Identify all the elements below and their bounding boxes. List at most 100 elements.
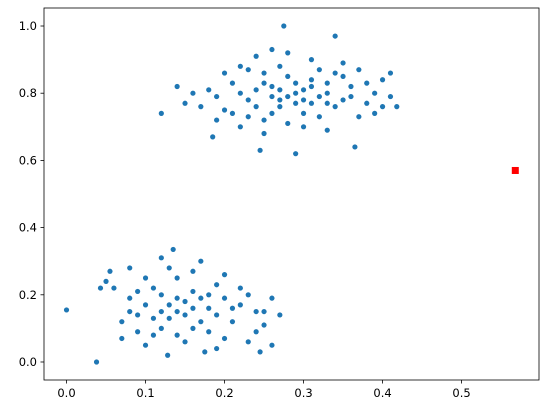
point bbox=[372, 110, 378, 116]
point bbox=[107, 268, 113, 274]
point bbox=[253, 329, 259, 335]
point bbox=[214, 345, 220, 352]
point bbox=[237, 90, 243, 96]
point bbox=[214, 93, 220, 100]
point bbox=[135, 312, 141, 318]
point bbox=[356, 67, 362, 73]
point bbox=[142, 302, 149, 308]
point bbox=[277, 104, 283, 110]
point bbox=[127, 295, 133, 301]
point bbox=[364, 80, 370, 86]
x-tick-label: 0.4 bbox=[373, 386, 391, 400]
point bbox=[285, 93, 291, 100]
point bbox=[237, 124, 243, 130]
point bbox=[158, 325, 164, 331]
point bbox=[135, 329, 141, 335]
point bbox=[229, 319, 236, 325]
point bbox=[316, 93, 322, 100]
point bbox=[394, 104, 400, 110]
point bbox=[111, 285, 117, 291]
point bbox=[277, 87, 283, 93]
point bbox=[269, 46, 275, 53]
point bbox=[174, 275, 180, 281]
point bbox=[182, 298, 188, 305]
point bbox=[379, 77, 386, 83]
point bbox=[97, 285, 104, 291]
point bbox=[174, 308, 180, 315]
point bbox=[269, 295, 275, 301]
point bbox=[253, 308, 259, 315]
point bbox=[332, 33, 338, 39]
point bbox=[300, 124, 307, 130]
point bbox=[142, 342, 149, 348]
x-tick-label: 0.1 bbox=[136, 386, 154, 400]
point bbox=[324, 90, 330, 96]
point bbox=[387, 93, 394, 100]
point bbox=[269, 110, 275, 116]
point bbox=[198, 104, 204, 110]
point bbox=[166, 315, 172, 321]
point bbox=[511, 166, 519, 174]
point bbox=[364, 100, 370, 106]
point bbox=[166, 302, 172, 308]
point bbox=[198, 319, 204, 325]
point bbox=[214, 282, 220, 288]
point bbox=[93, 359, 100, 365]
point bbox=[190, 268, 196, 274]
point bbox=[127, 308, 133, 315]
point bbox=[257, 349, 263, 355]
point bbox=[206, 292, 212, 298]
point bbox=[119, 335, 125, 342]
point bbox=[150, 285, 157, 291]
point bbox=[261, 117, 267, 123]
x-tick-label: 0.3 bbox=[294, 386, 312, 400]
point bbox=[324, 100, 330, 106]
y-tick-label: 0.2 bbox=[19, 288, 37, 302]
point bbox=[237, 285, 243, 291]
point bbox=[308, 77, 315, 83]
point bbox=[277, 312, 283, 318]
point bbox=[308, 57, 315, 63]
point bbox=[340, 60, 346, 66]
point bbox=[210, 134, 216, 140]
point bbox=[198, 258, 204, 264]
point bbox=[340, 73, 346, 80]
point bbox=[253, 87, 259, 93]
point bbox=[340, 97, 346, 103]
y-tick-label: 0.4 bbox=[19, 221, 37, 235]
point bbox=[158, 255, 164, 261]
y-tick-label: 0.6 bbox=[19, 153, 37, 167]
point bbox=[245, 114, 251, 120]
point bbox=[221, 335, 228, 342]
point bbox=[352, 144, 358, 150]
point bbox=[158, 292, 164, 298]
point bbox=[202, 349, 208, 355]
point bbox=[119, 319, 125, 325]
point bbox=[300, 97, 307, 103]
point bbox=[190, 90, 196, 96]
point bbox=[190, 305, 196, 311]
point bbox=[150, 315, 157, 321]
point bbox=[253, 104, 259, 110]
point bbox=[221, 107, 228, 113]
point bbox=[308, 100, 315, 106]
point bbox=[293, 80, 299, 86]
point bbox=[277, 63, 283, 69]
point bbox=[229, 305, 236, 311]
point bbox=[285, 120, 291, 127]
point bbox=[174, 83, 180, 90]
x-tick-label: 0.0 bbox=[57, 386, 75, 400]
point bbox=[300, 110, 307, 116]
y-tick-label: 1.0 bbox=[19, 19, 37, 33]
point bbox=[206, 305, 212, 311]
point bbox=[277, 97, 283, 103]
point bbox=[285, 50, 291, 56]
point bbox=[150, 332, 157, 338]
point bbox=[221, 70, 228, 76]
point bbox=[293, 90, 299, 96]
point bbox=[293, 151, 299, 157]
point bbox=[245, 292, 251, 298]
point bbox=[379, 104, 386, 110]
point bbox=[158, 308, 164, 315]
